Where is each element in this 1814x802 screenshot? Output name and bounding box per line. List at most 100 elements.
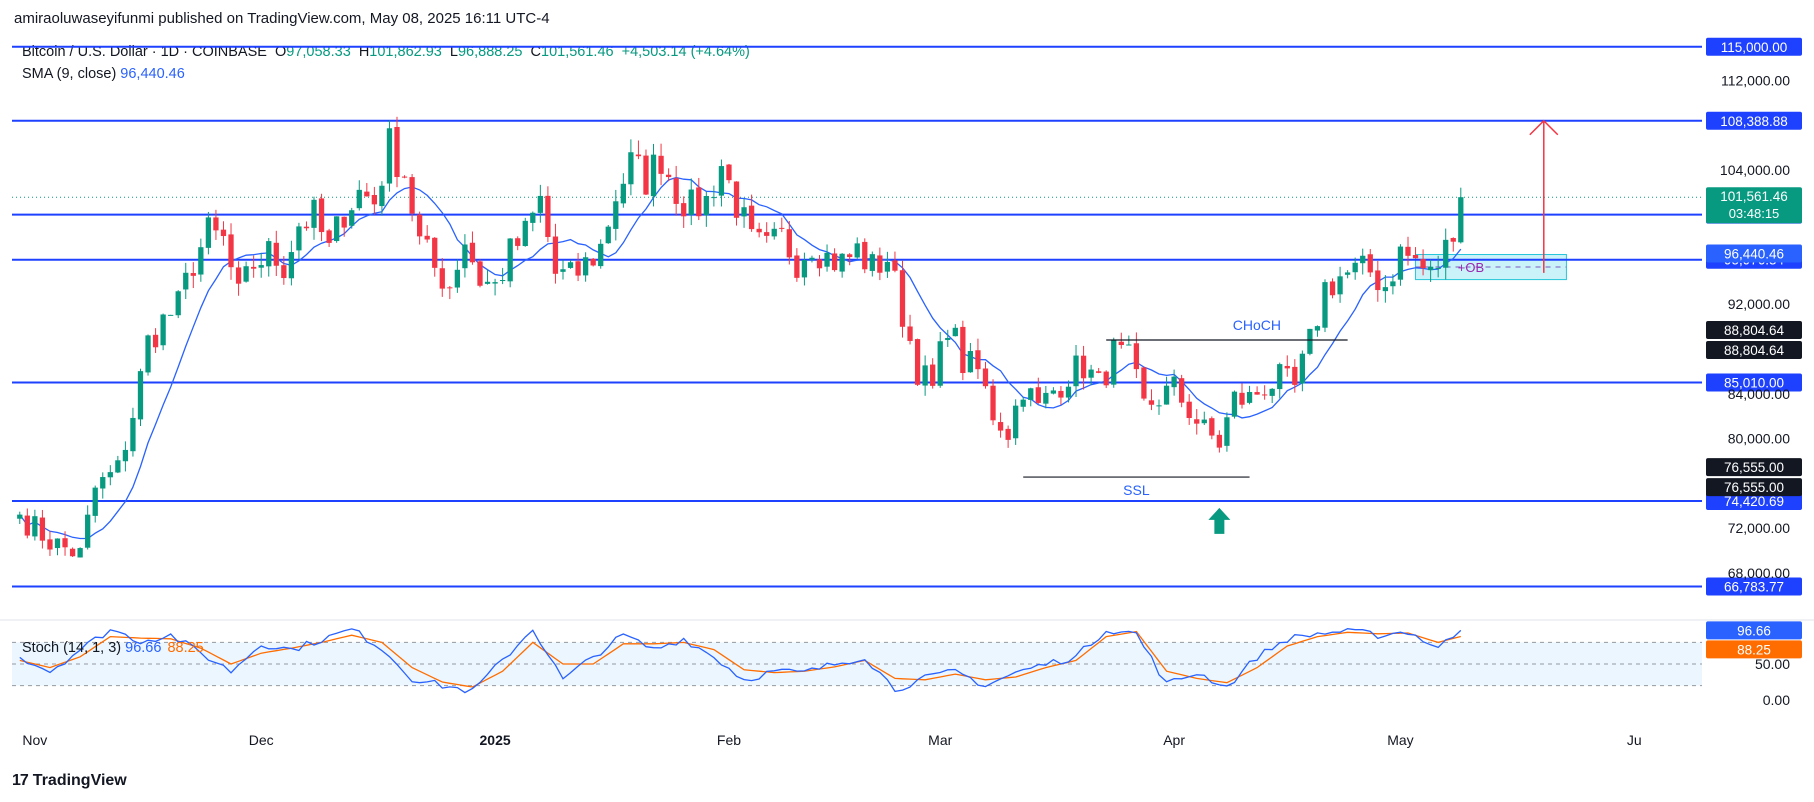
level-price-text: 66,783.77 xyxy=(1724,579,1784,594)
date-tick-label: May xyxy=(1387,732,1413,748)
candle-body xyxy=(605,226,611,244)
candle-body xyxy=(952,327,958,337)
candle-body xyxy=(1156,405,1162,407)
symbol-title[interactable]: Bitcoin / U.S. Dollar · 1D · COINBASE xyxy=(22,44,267,60)
candle-body xyxy=(945,337,951,341)
candle-body xyxy=(1216,434,1223,448)
candle-body xyxy=(213,217,219,231)
candle-body xyxy=(484,281,491,284)
stoch-label[interactable]: Stoch (14, 1, 3) xyxy=(22,640,122,656)
candle-body xyxy=(1020,399,1026,407)
candle-body xyxy=(582,257,589,276)
levels-layer: 115,000.00108,388.88100,000.0095,976.348… xyxy=(12,37,1802,596)
candle-body xyxy=(711,197,717,199)
candle-body xyxy=(696,187,702,217)
candle-body xyxy=(816,259,823,269)
axis-price-text: 76,555.00 xyxy=(1724,460,1784,475)
candle-body xyxy=(432,237,438,268)
candle-body xyxy=(160,314,166,346)
stoch-k-line xyxy=(19,628,1462,694)
candle-body xyxy=(681,203,687,217)
stoch-layer xyxy=(12,628,1702,694)
candle-body xyxy=(937,341,943,386)
candle-body xyxy=(1013,405,1019,439)
candle-body xyxy=(24,515,30,536)
candle-body xyxy=(748,205,755,230)
candle-body xyxy=(1367,254,1373,273)
axis-layer: 112,000.00 104,000.00 92,000.00 84,000.00 80… xyxy=(22,72,1802,748)
tradingview-footer[interactable]: 17 TradingView xyxy=(12,772,127,790)
axis-price-tag xyxy=(1706,187,1802,224)
level-price-tag xyxy=(1706,37,1802,56)
candle-body xyxy=(318,198,325,233)
candle-body xyxy=(100,477,106,489)
candle-body xyxy=(1096,371,1102,373)
candle-body xyxy=(1231,391,1238,417)
candle-body xyxy=(643,155,649,195)
candle-body xyxy=(364,191,370,197)
candle-body xyxy=(530,212,536,223)
level-price-text: 115,000.00 xyxy=(1721,40,1788,55)
axis-price-tag xyxy=(1706,244,1802,263)
candle-body xyxy=(930,364,936,386)
candle-body xyxy=(205,217,212,248)
candle-body xyxy=(1065,386,1072,398)
candle-body xyxy=(665,174,672,178)
candle-body xyxy=(1043,392,1049,404)
candle-body xyxy=(1133,343,1140,370)
candle-body xyxy=(1277,364,1283,390)
annotation-layer: CHoCH SSL xyxy=(1023,119,1559,534)
sma-line xyxy=(19,176,1462,540)
candle-body xyxy=(907,326,913,341)
candle-body xyxy=(567,262,574,268)
candle-body xyxy=(545,195,551,237)
up-arrow-icon xyxy=(1208,507,1231,534)
candle-body xyxy=(1224,417,1230,446)
candle-body xyxy=(447,287,453,289)
candle-body xyxy=(416,214,423,237)
ssl-label: SSL xyxy=(1123,482,1150,498)
candle-body xyxy=(469,242,476,263)
choch-label: CHoCH xyxy=(1233,317,1281,333)
candle-body xyxy=(258,265,264,268)
stoch-d-value: 88.25 xyxy=(167,640,204,656)
date-tick-label: Ju xyxy=(1627,732,1642,748)
candle-body xyxy=(62,538,68,548)
candle-body xyxy=(1246,391,1253,403)
level-price-text: 85,010.00 xyxy=(1724,375,1784,390)
date-tick-label: Apr xyxy=(1163,732,1185,748)
candle-body xyxy=(371,195,378,205)
candle-body xyxy=(228,234,234,268)
candle-body xyxy=(1269,388,1275,396)
candle-body xyxy=(771,228,777,237)
candle-body xyxy=(107,472,113,478)
candle-body xyxy=(650,154,657,197)
candle-body xyxy=(1171,376,1177,388)
level-price-tag xyxy=(1706,373,1802,392)
candle-body xyxy=(122,449,129,462)
high-label: H xyxy=(358,44,370,60)
candle-body xyxy=(1126,344,1132,346)
close-value: 101,561.46 xyxy=(541,44,614,60)
candle-body xyxy=(273,242,279,266)
candle-body xyxy=(39,517,46,541)
price-tick-label: 104,000.00 xyxy=(1720,162,1790,178)
axis-price-countdown: 03:48:15 xyxy=(1729,206,1780,221)
candle-body xyxy=(831,253,838,271)
candle-body xyxy=(1360,255,1366,264)
date-tick-label: Mar xyxy=(928,732,952,748)
axis-price-text: 76,555.00 xyxy=(1724,480,1784,495)
tradingview-brand: TradingView xyxy=(32,772,127,789)
sma-label[interactable]: SMA (9, close) xyxy=(22,66,117,82)
candle-body xyxy=(92,487,98,516)
price-tick-label: 72,000.00 xyxy=(1728,520,1790,536)
candle-body xyxy=(703,195,709,216)
candle-body xyxy=(847,254,853,258)
candle-body xyxy=(1299,353,1306,384)
candle-body xyxy=(17,514,23,519)
candle-body xyxy=(764,232,770,236)
axis-price-text: 88,804.64 xyxy=(1724,343,1785,358)
candle-body xyxy=(1005,428,1011,440)
candle-body xyxy=(1382,287,1388,292)
